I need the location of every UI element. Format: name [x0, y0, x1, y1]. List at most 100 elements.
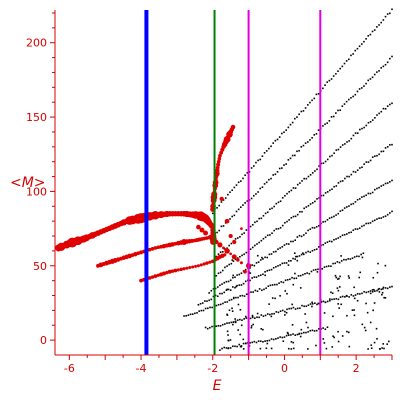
- branch-1-point: [244, 202, 246, 204]
- branch-1-point: [229, 218, 231, 220]
- cloud-point: [307, 348, 309, 350]
- branch-5-point: [249, 279, 251, 282]
- branch-5-point: [352, 229, 355, 232]
- branch-7-point: [301, 304, 303, 307]
- branch-1-point: [386, 61, 389, 64]
- branch-2-point: [382, 107, 385, 110]
- cloud-point: [382, 288, 384, 290]
- branch-6-point: [278, 282, 280, 284]
- cloud-point: [284, 314, 286, 316]
- branch-3-point: [241, 254, 243, 257]
- branch-6-point: [187, 314, 190, 316]
- cloud-point: [372, 288, 375, 291]
- branch-2-point: [391, 102, 393, 105]
- branch-0-point: [311, 99, 313, 102]
- branch-0-point: [315, 93, 318, 96]
- branch-4-point: [315, 225, 318, 228]
- branch-7-point: [376, 289, 378, 292]
- branch-4-point: [371, 191, 374, 194]
- branch-1-point: [365, 82, 367, 85]
- branch-3-point: [391, 143, 393, 146]
- red-third-point: [176, 268, 180, 272]
- branch-8-point: [307, 331, 309, 333]
- branch-4-point: [307, 229, 309, 232]
- branch-7-point: [386, 287, 389, 290]
- branch-3-point: [264, 236, 267, 239]
- cloud-point: [347, 275, 350, 277]
- branch-4-point: [287, 243, 290, 245]
- branch-7-point: [273, 312, 275, 315]
- branch-7-point: [322, 300, 325, 303]
- cloud-point: [347, 331, 350, 334]
- cloud-point: [265, 347, 268, 350]
- branch-6-point: [293, 277, 296, 280]
- branch-2-point: [322, 162, 325, 165]
- cloud-point: [250, 326, 253, 329]
- branch-4-point: [238, 273, 241, 276]
- branch-0-point: [391, 8, 393, 11]
- cloud-point: [234, 321, 237, 324]
- branch-2-point: [380, 110, 383, 113]
- branch-6-point: [289, 278, 291, 281]
- branch-3-point: [226, 265, 228, 267]
- branch-1-point: [274, 173, 277, 176]
- cloud-point: [242, 338, 245, 341]
- branch-8-point: [255, 341, 258, 344]
- branch-8-point: [277, 337, 279, 339]
- branch-2-point: [346, 141, 348, 143]
- branch-2-point: [303, 177, 305, 180]
- branch-4-point: [376, 187, 378, 190]
- branch-8-point: [324, 328, 327, 331]
- branch-7-point: [271, 313, 273, 315]
- cloud-point: [322, 338, 325, 340]
- branch-6-point: [310, 270, 313, 273]
- red-upper-point: [218, 153, 222, 158]
- branch-7-point: [339, 296, 342, 298]
- branch-3-point: [228, 263, 230, 266]
- branch-5-point: [234, 286, 236, 289]
- branch-2-point: [329, 155, 331, 158]
- cloud-point: [333, 336, 335, 339]
- cloud-point: [363, 326, 366, 329]
- branch-2-point: [363, 126, 365, 129]
- branch-1-point: [250, 197, 253, 200]
- branch-3-point: [232, 260, 235, 262]
- branch-6-point: [243, 295, 246, 297]
- branch-5-point: [223, 291, 226, 294]
- branch-3-point: [271, 232, 273, 235]
- cloud-point: [367, 348, 369, 350]
- cloud-point: [384, 264, 387, 267]
- branch-3-point: [352, 170, 355, 173]
- branch-0-point: [345, 60, 348, 62]
- branch-5-point: [303, 253, 305, 256]
- branch-7-point: [226, 322, 228, 324]
- branch-7-point: [234, 320, 237, 323]
- red-upper-point: [215, 165, 220, 170]
- branch-7-point: [333, 298, 335, 300]
- branch-7-point: [284, 310, 286, 313]
- branch-2-point: [320, 162, 323, 165]
- branch-6-point: [276, 283, 278, 286]
- red-third-point: [208, 260, 212, 264]
- branch-2-point: [301, 180, 303, 182]
- branch-0-point: [265, 150, 268, 152]
- branch-2-point: [292, 187, 295, 189]
- branch-0-point: [343, 62, 346, 65]
- cloud-point: [228, 309, 231, 312]
- cloud-point: [287, 264, 290, 266]
- cloud-point: [299, 335, 302, 338]
- branch-6-point: [183, 315, 185, 317]
- cloud-point: [376, 271, 379, 274]
- branch-8-point: [259, 340, 262, 343]
- branch-6-point: [273, 283, 276, 286]
- branch-3-point: [275, 228, 278, 230]
- branch-6-point: [232, 297, 235, 300]
- branch-3-point: [279, 226, 282, 229]
- cloud-point: [287, 332, 289, 335]
- branch-3-point: [322, 194, 325, 197]
- branch-3-point: [256, 243, 258, 245]
- branch-5-point: [369, 222, 372, 224]
- branch-0-point: [220, 201, 223, 203]
- branch-1-point: [306, 141, 309, 143]
- branch-0-point: [218, 204, 221, 207]
